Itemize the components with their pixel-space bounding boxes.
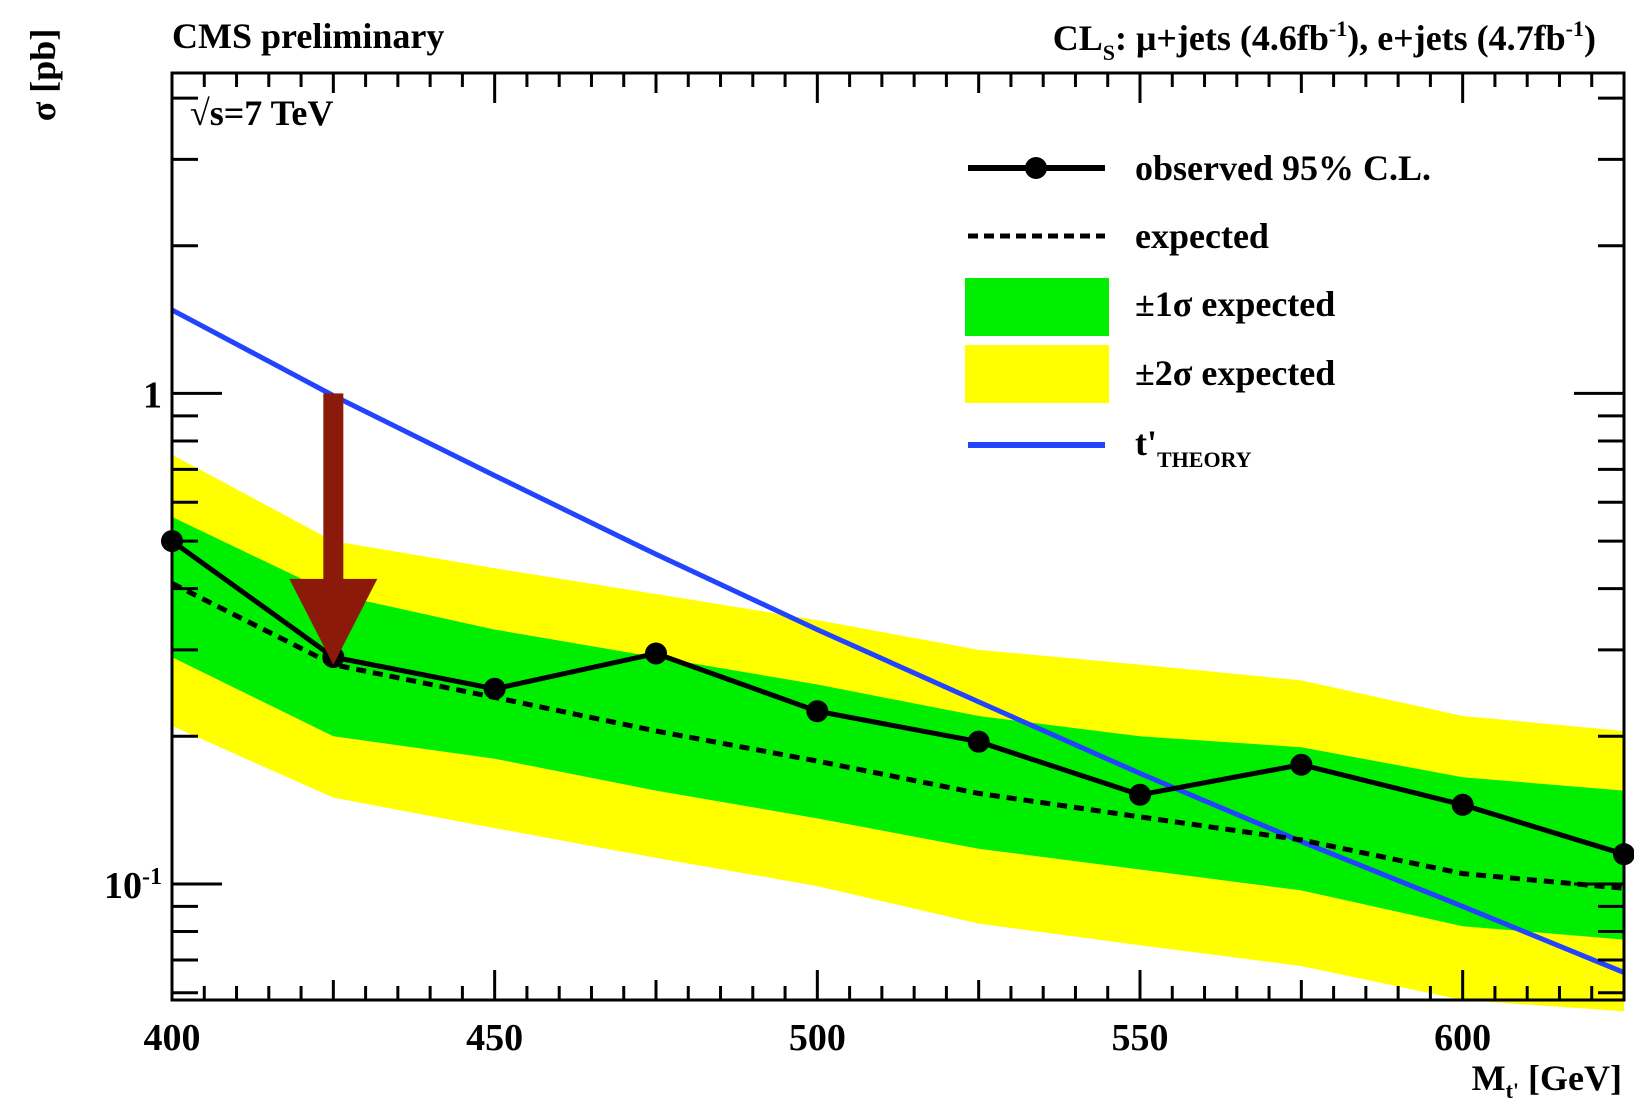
legend-expected-label: expected (1135, 216, 1269, 256)
x-tick-label: 600 (1434, 1017, 1491, 1059)
ticks-layer: 400 450 500 550 600 1 10-1 (104, 73, 1626, 1059)
x-tick-label: 400 (144, 1017, 201, 1059)
y-tick-label: 1 (143, 374, 162, 416)
legend: observed 95% C.L. expected ±1σ expected … (965, 148, 1431, 472)
observed-point (967, 730, 990, 753)
legend-observed-label: observed 95% C.L. (1135, 148, 1431, 188)
x-axis-label: Mt' [GeV] (1472, 1058, 1622, 1100)
legend-two-sigma-swatch (965, 345, 1109, 403)
observed-point (806, 700, 829, 723)
energy-label: √s=7 TeV (190, 93, 333, 133)
x-tick-label: 550 (1112, 1017, 1169, 1059)
legend-two-sigma-label: ±2σ expected (1135, 353, 1335, 393)
legend-one-sigma-swatch (965, 278, 1109, 336)
legend-theory-label: t'THEORY (1135, 423, 1252, 472)
expected-line (170, 581, 1625, 891)
lines-layer (161, 307, 1634, 975)
observed-point (483, 677, 506, 700)
observed-point (1290, 753, 1313, 776)
plot-frame (170, 71, 1626, 1002)
theory-line (172, 307, 1624, 975)
observed-point (1451, 793, 1474, 816)
x-tick-label: 450 (466, 1017, 523, 1059)
x-tick-label: 500 (789, 1017, 846, 1059)
legend-observed-marker (1025, 157, 1047, 179)
header-left: CMS preliminary (172, 16, 444, 56)
observed-line (170, 539, 1625, 857)
observed-point (1129, 783, 1151, 806)
header-right: CLS: μ+jets (4.6fb-1), e+jets (4.7fb-1) (1053, 16, 1596, 65)
legend-one-sigma-label: ±1σ expected (1135, 284, 1335, 324)
annotation-arrow-shaft (323, 393, 344, 581)
observed-point (645, 642, 667, 665)
annotation-arrow-head (289, 578, 378, 665)
bands-layer (172, 454, 1624, 1012)
y-axis-label: σ [pb] (23, 29, 63, 122)
y-tick-label: 10-1 (104, 864, 162, 907)
